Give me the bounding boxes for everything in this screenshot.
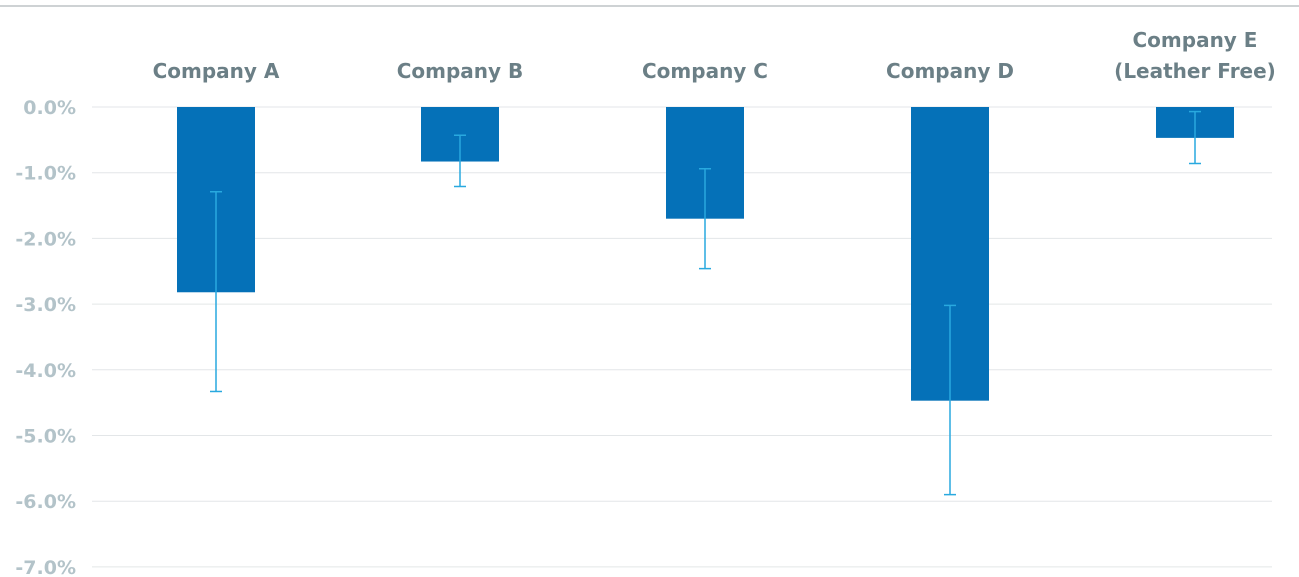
category-label: Company D bbox=[886, 59, 1014, 83]
y-tick-label: 0.0% bbox=[23, 97, 76, 119]
y-tick-label: -3.0% bbox=[15, 294, 76, 316]
category-label: Company A bbox=[153, 59, 280, 83]
y-tick-label: -6.0% bbox=[15, 491, 76, 513]
y-axis-ticks: 0.0% -1.0% -2.0% -3.0% -4.0% -5.0% -6.0% -7.0% bbox=[15, 97, 76, 577]
category-label: Company B bbox=[397, 59, 524, 83]
y-tick-label: -5.0% bbox=[15, 426, 76, 448]
error-bars bbox=[210, 110, 1201, 496]
category-label: Company C bbox=[642, 59, 768, 83]
category-label: (Leather Free) bbox=[1114, 59, 1276, 83]
y-tick-label: -7.0% bbox=[15, 557, 76, 577]
y-tick-label: -1.0% bbox=[15, 163, 76, 185]
y-tick-label: -4.0% bbox=[15, 360, 76, 382]
gridlines bbox=[92, 106, 1272, 568]
y-tick-label: -2.0% bbox=[15, 228, 76, 250]
category-label: Company E bbox=[1133, 28, 1258, 52]
category-labels: Company A Company B Company C Company D Comp… bbox=[153, 28, 1276, 83]
